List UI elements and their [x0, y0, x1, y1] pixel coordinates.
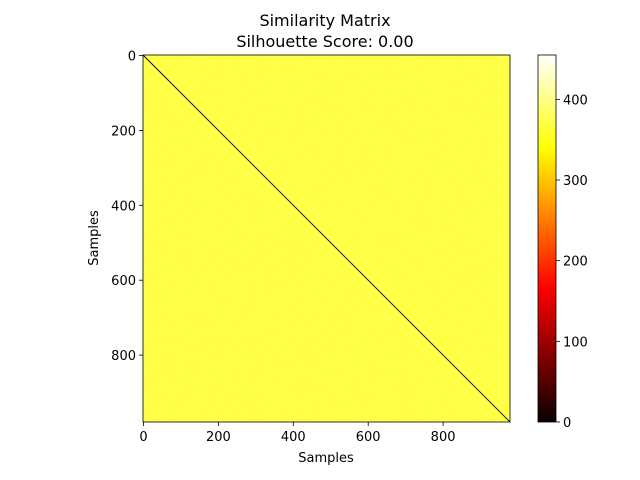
x-tick-label: 0	[139, 430, 147, 445]
colorbar-gradient	[537, 54, 557, 423]
y-tick-label: 400	[111, 199, 136, 214]
x-tick-label: 800	[431, 430, 456, 445]
colorbar-tick-label: 0	[563, 416, 571, 431]
x-tick-label: 600	[356, 430, 381, 445]
colorbar-tick-label: 200	[563, 255, 588, 270]
y-axis-ticks: 0 200 400 600 800	[111, 50, 143, 364]
y-tick-label: 800	[111, 349, 136, 364]
heatmap-plot	[142, 54, 511, 423]
colorbar-tick-label: 400	[563, 93, 588, 108]
y-axis-label: Samples	[87, 210, 102, 266]
y-tick-label: 600	[111, 274, 136, 289]
chart-title: Similarity Matrix	[259, 11, 390, 30]
plot-frame	[142, 54, 511, 423]
y-tick-label: 0	[128, 50, 136, 65]
chart-subtitle: Silhouette Score: 0.00	[236, 32, 413, 51]
x-tick-label: 200	[206, 430, 231, 445]
x-axis-label: Samples	[298, 451, 354, 466]
colorbar: 0 100 200 300 400	[537, 54, 588, 431]
x-tick-label: 400	[281, 430, 306, 445]
colorbar-ticks: 0 100 200 300 400	[556, 93, 588, 431]
y-tick-label: 200	[111, 124, 136, 139]
colorbar-tick-label: 100	[563, 335, 588, 350]
x-axis-ticks: 0 200 400 600 800	[139, 422, 456, 445]
heatmap-diagonal	[142, 54, 511, 423]
colorbar-tick-label: 300	[563, 174, 588, 189]
